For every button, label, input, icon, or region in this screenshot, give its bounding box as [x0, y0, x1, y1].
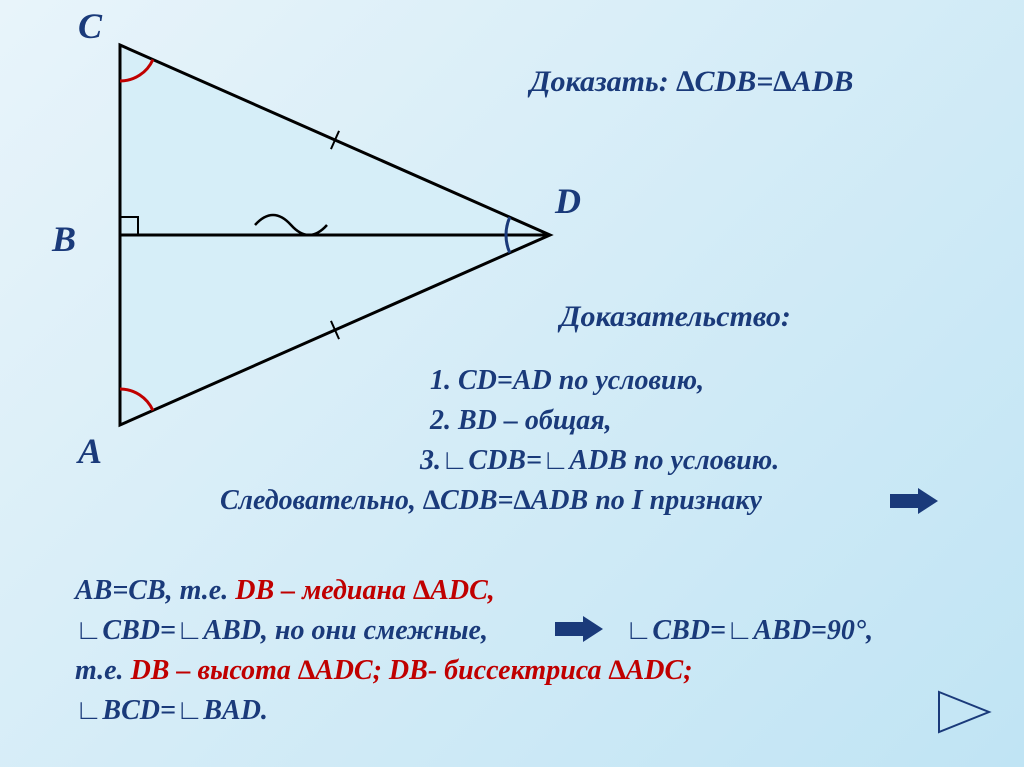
vertex-d: D — [555, 180, 581, 222]
vertex-b: B — [52, 218, 76, 260]
proof-step-1: 1. CD=AD по условию, — [430, 365, 704, 397]
proof-step-2: 2. BD – общая, — [430, 405, 612, 437]
vertex-a: A — [78, 430, 102, 472]
implication-arrow-1 — [890, 490, 940, 512]
conclusion-line-2: ∟CBD=∟ABD, но они смежные, — [75, 615, 488, 647]
implication-arrow-2 — [555, 618, 605, 640]
conclusion-line-3: т.е. DB – высота ∆ADC; DB- биссектриса ∆… — [75, 655, 693, 687]
proof-conclusion: Следовательно, ∆CDB=∆ADB по I признаку — [220, 485, 762, 517]
proof-title: Доказательство: — [560, 300, 791, 334]
conclusion-line-4: ∟BCD=∟BAD. — [75, 695, 268, 727]
nav-triangle-icon — [934, 687, 994, 737]
vertex-c: C — [78, 5, 102, 47]
task-statement: Доказать: ∆CDB=∆ADB — [530, 65, 853, 99]
next-slide-button[interactable] — [934, 687, 994, 737]
conclusion-line-2b: ∟CBD=∟ABD=90°, — [625, 615, 873, 647]
proof-step-3: 3.∟CDB=∟ADB по условию. — [420, 445, 779, 477]
conclusion-line-1: AB=CB, т.е. DB – медиана ∆ADC, — [75, 575, 495, 607]
